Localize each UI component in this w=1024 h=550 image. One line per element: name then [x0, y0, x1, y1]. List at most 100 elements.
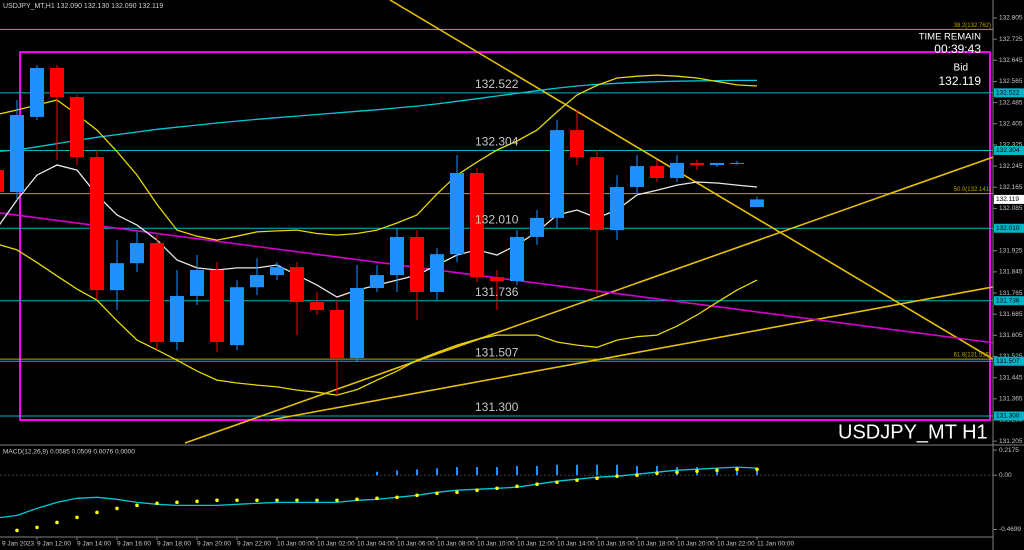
macd-signal-dot — [275, 498, 279, 503]
x-tick-label: 9 Jan 2023 — [2, 541, 35, 548]
macd-signal-dot — [15, 528, 19, 533]
macd-signal-dot — [675, 470, 679, 474]
macd-signal-dot — [35, 525, 39, 530]
candle-body — [290, 267, 304, 303]
candle-body — [370, 275, 384, 289]
macd-signal-dot — [375, 496, 379, 501]
macd-signal-dot — [95, 510, 99, 515]
bid-value: 132.119 — [939, 74, 982, 88]
y-tick-label: 132.805 — [999, 15, 1023, 22]
candle-body — [150, 243, 164, 342]
y-tick-label: 131.605 — [999, 332, 1023, 339]
candle-body — [190, 270, 204, 296]
candle-body — [310, 302, 324, 310]
bid-label: Bid — [954, 63, 968, 74]
x-tick-label: 10 Jan 08:00 — [437, 541, 475, 548]
macd-signal-dot — [315, 498, 319, 503]
level-axis-label: 131.507 — [996, 358, 1020, 365]
macd-signal-dot — [115, 506, 119, 511]
level-label: 132.304 — [475, 135, 519, 149]
x-tick-label: 10 Jan 16:00 — [597, 541, 635, 548]
level-label: 131.736 — [475, 285, 519, 299]
level-axis-box — [994, 296, 1024, 306]
macd-signal-dot — [635, 473, 639, 477]
y-tick-label: 132.245 — [999, 163, 1023, 170]
bid-axis-box — [994, 194, 1024, 204]
time-remain: 00:39:43 — [934, 42, 981, 56]
candle-body — [410, 236, 424, 292]
y-tick-label: 131.685 — [999, 311, 1023, 318]
fib-label: 50.0(132.141) — [954, 187, 991, 193]
macd-y-tick-label: -0.4699 — [999, 526, 1021, 533]
macd-signal-dot — [335, 498, 339, 503]
level-axis-box — [994, 223, 1024, 233]
x-tick-label: 10 Jan 14:00 — [557, 541, 595, 548]
y-tick-label: 131.925 — [999, 247, 1023, 254]
macd-signal-dot — [435, 491, 439, 496]
macd-signal-dot — [695, 469, 699, 473]
level-label: 131.300 — [475, 400, 519, 414]
x-tick-label: 10 Jan 02:00 — [317, 541, 355, 548]
candle-body — [10, 115, 24, 193]
x-tick-label: 10 Jan 00:00 — [277, 541, 315, 548]
candle-body — [90, 157, 104, 291]
level-axis-label: 131.736 — [996, 297, 1020, 304]
candle-body — [450, 172, 464, 255]
macd-signal-dot — [215, 498, 219, 503]
bid-axis-label: 132.119 — [996, 196, 1019, 203]
y-tick-label: 132.165 — [999, 184, 1023, 191]
candle-body — [230, 287, 244, 346]
overlay-line — [0, 79, 757, 152]
macd-y-tick-label: 0.2175 — [999, 447, 1019, 454]
candle-body — [250, 275, 264, 288]
macd-signal-dot — [495, 486, 499, 491]
level-axis-label: 132.304 — [996, 147, 1020, 154]
candle-body — [530, 217, 544, 237]
macd-signal-dot — [415, 493, 419, 498]
candle-body — [270, 267, 284, 276]
y-tick-label: 131.205 — [999, 438, 1023, 445]
y-tick-label: 132.325 — [999, 142, 1023, 149]
chart-header: USDJPY_MT,H1 132.090 132.130 132.090 132… — [3, 3, 163, 10]
candle-body — [30, 67, 44, 117]
level-label: 132.010 — [475, 212, 519, 226]
macd-plot — [0, 464, 993, 533]
symbol-label: USDJPY_MT H1 — [838, 421, 988, 443]
macd-signal-dot — [735, 467, 739, 471]
candle-body — [590, 157, 604, 231]
level-label: 131.507 — [475, 345, 519, 359]
macd-signal-dot — [455, 490, 459, 495]
trendline — [389, 0, 993, 360]
candle-body — [710, 162, 724, 166]
macd-signal-dot — [535, 482, 539, 487]
level-axis-label: 132.010 — [996, 225, 1020, 232]
trendline — [269, 286, 993, 421]
fib-label: 61.8(131.515) — [954, 353, 991, 359]
overlay-line — [0, 244, 758, 396]
candle-body — [750, 199, 764, 208]
macd-signal-dot — [615, 474, 619, 479]
y-tick-label: 132.405 — [999, 120, 1023, 127]
level-axis-box — [994, 88, 1024, 98]
x-tick-label: 9 Jan 12:00 — [37, 541, 71, 548]
candle-body — [730, 162, 744, 164]
level-axis-box — [994, 411, 1024, 421]
candle-body — [390, 236, 404, 276]
candle-body — [210, 270, 224, 342]
macd-signal-dot — [555, 480, 559, 485]
candle-body — [330, 309, 344, 359]
candle-body — [670, 162, 684, 178]
candle-body — [110, 263, 124, 291]
y-tick-label: 132.565 — [999, 78, 1023, 85]
candle-body — [650, 166, 664, 178]
trendline — [184, 156, 993, 444]
macd-label: MACD(12,26,9) 0.0585 0.0509 0.0076 0.000… — [3, 449, 135, 456]
x-tick-label: 11 Jan 00:00 — [757, 541, 794, 548]
y-tick-label: 132.725 — [999, 36, 1023, 43]
overlay-line — [0, 74, 758, 241]
fib-label: 38.2(132.762) — [954, 23, 991, 29]
macd-signal-dot — [475, 488, 479, 493]
